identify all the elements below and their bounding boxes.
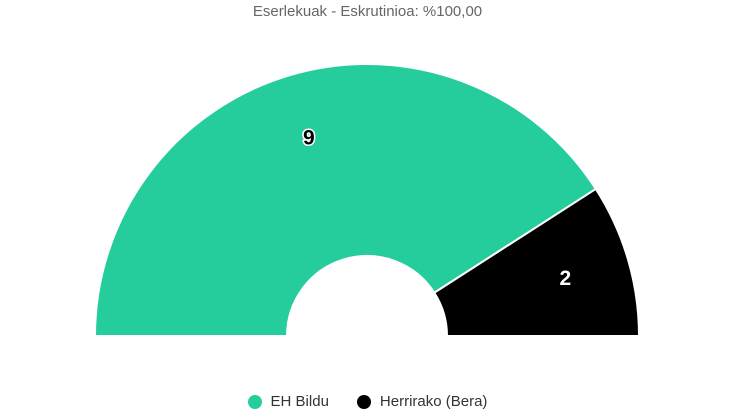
slice-herrirako-bera[interactable] [433,187,640,337]
legend-marker-eh-bildu [247,394,262,409]
legend-item-eh-bildu[interactable]: EH Bildu [247,393,329,410]
legend-label-eh-bildu: EH Bildu [270,393,329,410]
legend: EH Bildu Herrirako (Bera) [0,393,735,410]
legend-item-herrirako-bera[interactable]: Herrirako (Bera) [356,393,488,410]
data-label-herrirako-bera: 2 [559,267,571,290]
slice-eh-bildu[interactable] [94,63,597,337]
chart-title: Eserlekuak - Eskrutinioa: %100,00 [252,3,483,20]
legend-label-herrirako-bera: Herrirako (Bera) [379,393,488,410]
data-label-eh-bildu: 9 [303,127,315,150]
legend-marker-herrirako-bera [356,394,371,409]
